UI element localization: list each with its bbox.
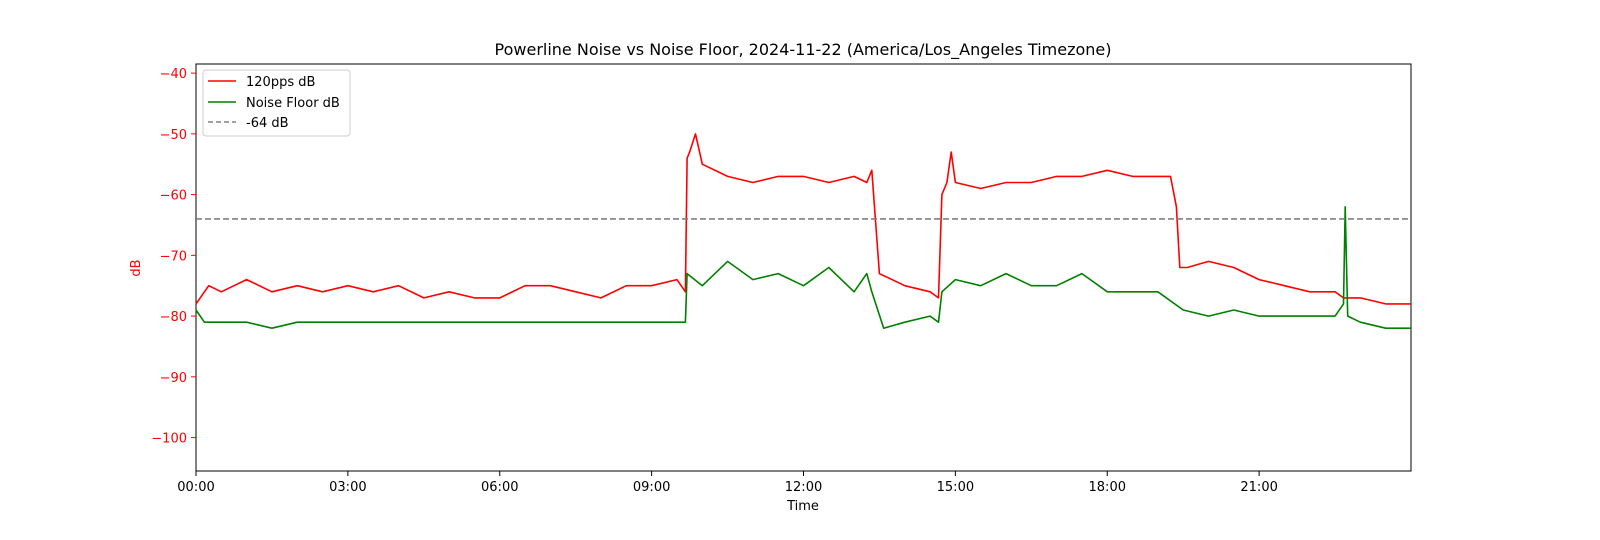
series-120pps-line (195, 133, 1411, 305)
y-axis-label: dB (129, 259, 144, 276)
y-tick-label: −40 (160, 67, 187, 82)
y-tick-label: −100 (151, 432, 187, 447)
legend: 120pps dB Noise Floor dB -64 dB (202, 69, 351, 137)
y-axis: −40 −50 −60 −70 −80 −90 −100 (151, 67, 196, 447)
legend-box (202, 69, 351, 137)
legend-label-noise-floor: Noise Floor dB (246, 96, 340, 111)
x-axis-label: Time (786, 499, 819, 514)
y-tick-label: −70 (160, 249, 187, 264)
x-tick-label: 15:00 (937, 480, 974, 495)
y-tick-label: −90 (160, 371, 187, 386)
series-noise-floor-line (195, 206, 1411, 330)
x-tick-label: 09:00 (633, 480, 670, 495)
plot-frame (195, 63, 1412, 472)
x-tick-label: 12:00 (785, 480, 822, 495)
y-tick-label: −60 (160, 189, 187, 204)
x-tick-label: 21:00 (1240, 480, 1277, 495)
x-tick-label: 00:00 (177, 480, 214, 495)
x-tick-label: 06:00 (481, 480, 518, 495)
x-tick-label: 03:00 (329, 480, 366, 495)
legend-label-threshold: -64 dB (246, 116, 289, 131)
x-axis: 00:00 03:00 06:00 09:00 12:00 15:00 18:00 21:00 (177, 471, 1278, 495)
x-tick-label: 18:00 (1089, 480, 1126, 495)
y-tick-label: −50 (160, 128, 187, 143)
chart-title: Powerline Noise vs Noise Floor, 2024-11-… (495, 40, 1112, 60)
legend-label-120pps: 120pps dB (246, 75, 315, 90)
y-tick-label: −80 (160, 310, 187, 325)
series-layer (195, 133, 1411, 330)
